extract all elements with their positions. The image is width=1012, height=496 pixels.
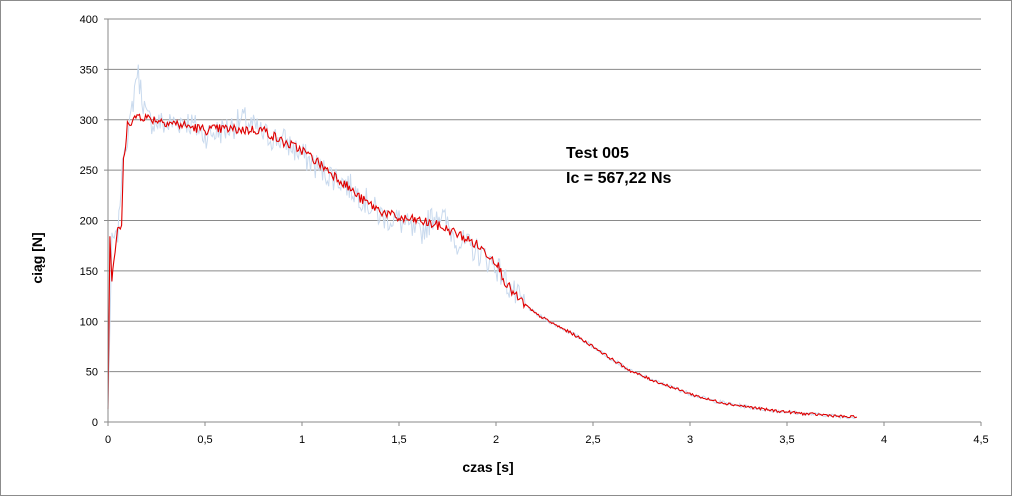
x-tick-label: 4,5 [973,434,988,446]
y-tick-label: 350 [80,64,98,76]
tick-labels: 0 50 100 150 200 250 300 350 400 0 0,5 1 1,5 2 2,5 3 3,5… [80,14,989,446]
x-tick-label: 1,5 [391,434,406,446]
y-tick-label: 250 [80,165,98,177]
filtered-series-layer [107,112,858,419]
x-tick-label: 0 [105,434,111,446]
x-tick-label: 4 [881,434,887,446]
annotation-test-label: Test 005 [566,145,629,162]
x-tick-label: 1 [299,434,305,446]
annotation-impulse-label: Ic = 567,22 Ns [566,170,672,187]
y-tick-label: 50 [86,367,98,379]
filtered-thrust-series [107,112,858,419]
x-axis-title: czas [s] [462,459,513,475]
raw-series-layer [107,64,857,420]
x-tick-label: 3,5 [779,434,794,446]
raw-thrust-series [107,64,857,420]
y-tick-label: 400 [80,14,98,26]
x-tick-label: 2,5 [585,434,600,446]
y-tick-label: 300 [80,115,98,127]
x-tick-label: 0,5 [197,434,212,446]
y-tick-label: 0 [92,417,98,429]
x-tick-label: 2 [493,434,499,446]
gridlines [108,18,981,373]
y-tick-label: 200 [80,216,98,228]
axes [104,18,982,426]
y-axis-title: ciąg [N] [29,232,45,283]
x-tick-label: 3 [687,434,693,446]
y-tick-label: 150 [80,266,98,278]
y-tick-label: 100 [80,316,98,328]
